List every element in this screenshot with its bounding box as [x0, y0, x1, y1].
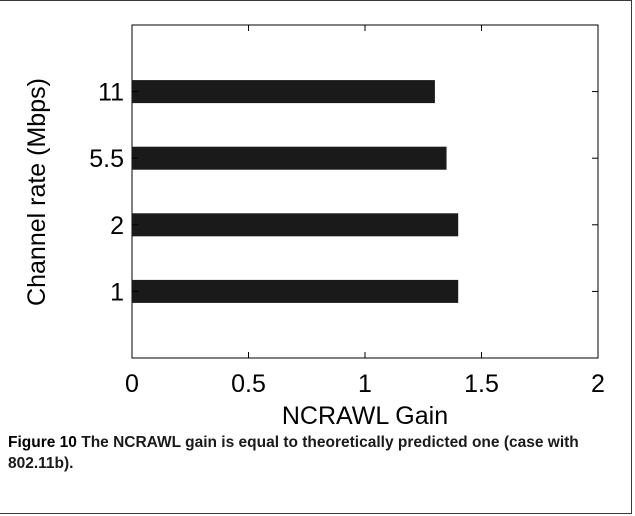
y-tick-label: 2 — [110, 212, 124, 240]
bar-11 — [132, 80, 435, 104]
x-tick-label: 1.5 — [464, 370, 499, 398]
caption-text: The NCRAWL gain is equal to theoreticall… — [8, 434, 579, 472]
y-axis-label: Channel rate (Mbps) — [23, 78, 51, 306]
x-tick-label: 0.5 — [231, 370, 266, 398]
plot-area — [131, 24, 599, 359]
bar-5_5 — [132, 146, 447, 170]
bar-2 — [132, 213, 459, 237]
figure-caption: Figure 10 The NCRAWL gain is equal to th… — [8, 432, 608, 474]
x-tick-label: 0 — [125, 370, 139, 398]
x-tick-label: 1 — [358, 370, 372, 398]
bars-group — [132, 80, 459, 303]
bar-1 — [132, 279, 459, 303]
x-ticks-group: 0 0.5 1 1.5 2 — [125, 25, 605, 398]
bar-chart: 1 2 5.5 11 0 0.5 1 1.5 2 NCRAWL Gain Channel ra… — [23, 24, 605, 430]
x-axis-label: NCRAWL Gain — [282, 402, 448, 430]
caption-label: Figure 10 — [8, 434, 77, 451]
y-tick-label: 1 — [110, 278, 124, 306]
x-tick-label: 2 — [591, 370, 605, 398]
y-tick-label: 11 — [98, 79, 124, 107]
y-ticks-group: 1 2 5.5 11 — [89, 79, 598, 306]
y-tick-label: 5.5 — [89, 145, 124, 173]
